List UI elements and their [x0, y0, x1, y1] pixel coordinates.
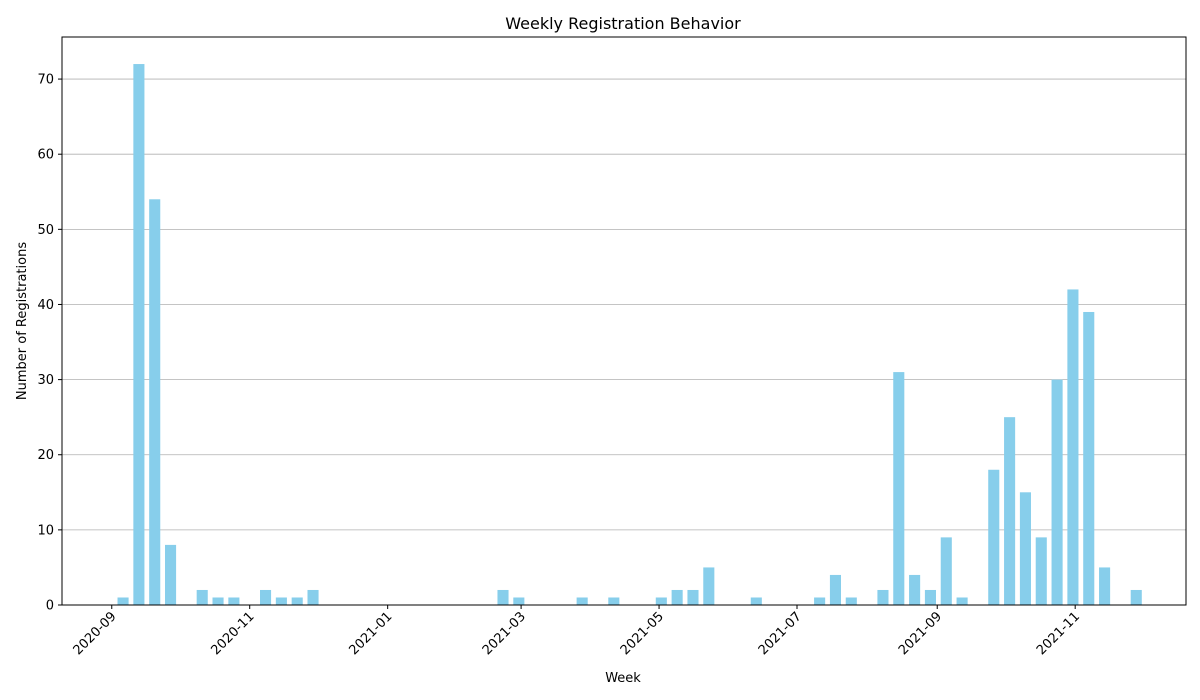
bar: [687, 589, 699, 605]
bar: [1130, 589, 1142, 605]
bar: [1099, 567, 1111, 605]
bar: [291, 597, 303, 605]
y-axis-label: Number of Registrations: [15, 242, 30, 400]
bar: [845, 597, 857, 605]
bar: [228, 597, 240, 605]
bar: [988, 469, 1000, 605]
y-tick-label: 20: [37, 448, 54, 463]
bar: [909, 574, 921, 605]
bar: [497, 589, 509, 605]
bar: [940, 537, 952, 605]
bar: [956, 597, 968, 605]
x-tick-label: 2020-09: [71, 609, 120, 658]
bar: [750, 597, 762, 605]
bar: [1019, 492, 1031, 605]
x-axis: 2020-09 2020-11 2021-01 2021-03 2021-05 2021-…: [71, 605, 1083, 658]
x-tick-label: 2021-03: [480, 609, 529, 658]
y-tick-label: 70: [37, 73, 54, 88]
x-axis-label: Week: [605, 671, 641, 686]
bar: [671, 589, 683, 605]
bar: [1067, 289, 1079, 605]
bar: [307, 589, 319, 605]
plot-frame: [61, 36, 1187, 606]
y-tick-label: 0: [46, 599, 54, 614]
x-tick-label: 2021-05: [618, 609, 667, 658]
bar: [196, 589, 208, 605]
grid-layer: [62, 78, 1186, 531]
bar: [1051, 379, 1063, 605]
bar: [1083, 311, 1095, 605]
x-tick-label: 2020-11: [209, 609, 258, 658]
bar: [260, 589, 272, 605]
bar: [655, 597, 667, 605]
bar: [924, 589, 936, 605]
bar: [877, 589, 889, 605]
bar: [149, 199, 161, 606]
bar: [133, 64, 145, 606]
bar: [576, 597, 588, 605]
bar-layer: [117, 64, 1142, 606]
bar: [829, 574, 841, 605]
x-tick-label: 2021-07: [756, 609, 805, 658]
x-tick-label: 2021-01: [346, 609, 395, 658]
bar: [1035, 537, 1047, 605]
x-tick-label: 2021-09: [896, 609, 945, 658]
y-axis: 0 10 20 30 40 50 60 70: [37, 73, 62, 614]
y-tick-label: 50: [37, 223, 54, 238]
bar: [275, 597, 287, 605]
y-tick-label: 40: [37, 298, 54, 313]
chart-title: Weekly Registration Behavior: [505, 14, 741, 33]
bar: [608, 597, 620, 605]
bar: [893, 372, 905, 605]
bar: [1004, 417, 1016, 605]
bar: [165, 544, 177, 605]
x-tick-label: 2021-11: [1034, 609, 1083, 658]
bar: [814, 597, 826, 605]
bar: [117, 597, 129, 605]
y-tick-label: 60: [37, 148, 54, 163]
bar: [212, 597, 224, 605]
bar: [703, 567, 715, 605]
bar: [513, 597, 525, 605]
y-tick-label: 30: [37, 373, 54, 388]
y-tick-label: 10: [37, 523, 54, 538]
